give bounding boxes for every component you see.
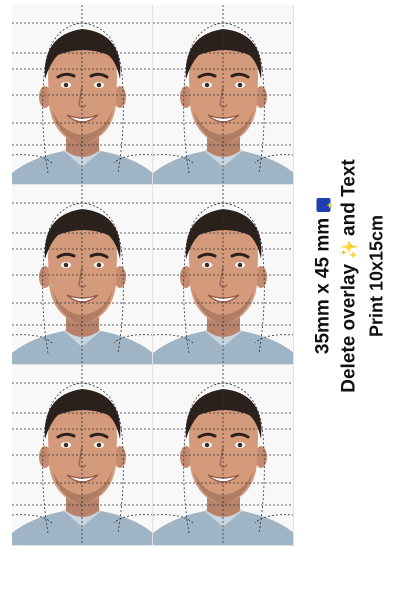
sparkle-icon: ✨: [341, 239, 359, 260]
passport-photo: [12, 5, 153, 185]
portrait-image: [12, 185, 152, 364]
instructions-panel: 35mm x 45 mm Delete overlay ✨ and Text Pri…: [300, 5, 400, 546]
passport-photo: [153, 365, 294, 546]
print-line: Print 10x15cm: [364, 116, 390, 436]
size-line: 35mm x 45 mm: [311, 116, 337, 436]
portrait-image: [12, 365, 152, 545]
size-label: 35mm x 45 mm: [312, 217, 334, 354]
passport-photo: [153, 5, 294, 185]
portrait-image: [153, 185, 293, 364]
passport-photo: [12, 185, 153, 365]
overlay-label-post: and Text: [338, 158, 360, 236]
eu-flag-icon: [316, 197, 331, 212]
overlay-label-pre: Delete overlay: [338, 263, 360, 393]
portrait-image: [153, 5, 293, 184]
print-label: Print 10x15cm: [366, 214, 387, 337]
instructions-text: 35mm x 45 mm Delete overlay ✨ and Text Pri…: [311, 116, 390, 436]
portrait-image: [12, 5, 152, 184]
passport-photo: [153, 185, 294, 365]
overlay-line: Delete overlay ✨ and Text: [337, 116, 364, 436]
portrait-image: [153, 365, 293, 545]
passport-photo: [12, 365, 153, 546]
passport-photo-grid: [12, 5, 294, 546]
